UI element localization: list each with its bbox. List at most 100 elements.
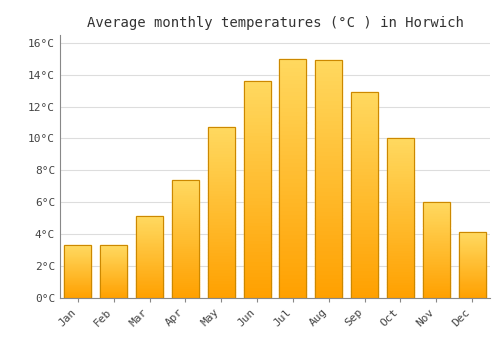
Bar [351, 260, 378, 263]
Bar [387, 149, 414, 152]
Bar [64, 283, 92, 284]
Bar [387, 295, 414, 298]
Bar [280, 178, 306, 182]
Bar [458, 280, 485, 281]
Bar [423, 236, 450, 237]
Bar [244, 287, 270, 290]
Bar [100, 287, 127, 288]
Bar [208, 178, 234, 181]
Bar [387, 162, 414, 165]
Bar [172, 272, 199, 274]
Bar [316, 68, 342, 72]
Bar [316, 234, 342, 238]
Bar [316, 218, 342, 223]
Bar [280, 99, 306, 103]
Bar [280, 198, 306, 202]
Bar [280, 71, 306, 75]
Bar [208, 159, 234, 161]
Bar [351, 185, 378, 188]
Bar [387, 146, 414, 149]
Bar [423, 291, 450, 293]
Bar [208, 150, 234, 153]
Bar [458, 294, 485, 295]
Bar [172, 221, 199, 223]
Bar [100, 267, 127, 268]
Bar [244, 114, 270, 117]
Bar [280, 202, 306, 206]
Bar [280, 119, 306, 122]
Bar [100, 248, 127, 249]
Bar [208, 295, 234, 298]
Bar [136, 257, 163, 258]
Bar [280, 194, 306, 198]
Bar [172, 215, 199, 217]
Bar [244, 189, 270, 193]
Bar [316, 84, 342, 88]
Bar [100, 276, 127, 277]
Bar [316, 246, 342, 250]
Bar [458, 277, 485, 278]
Bar [136, 239, 163, 241]
Bar [458, 261, 485, 263]
Bar [244, 283, 270, 287]
Bar [423, 251, 450, 253]
Bar [64, 285, 92, 286]
Bar [316, 124, 342, 128]
Bar [64, 247, 92, 248]
Bar [351, 171, 378, 174]
Bar [244, 168, 270, 171]
Bar [172, 190, 199, 191]
Bar [64, 278, 92, 279]
Bar [100, 290, 127, 291]
Bar [172, 195, 199, 197]
Bar [136, 218, 163, 219]
Bar [423, 228, 450, 229]
Bar [64, 254, 92, 255]
Bar [136, 274, 163, 276]
Bar [316, 175, 342, 179]
Bar [316, 171, 342, 175]
Bar [387, 266, 414, 268]
Bar [458, 295, 485, 296]
Bar [387, 183, 414, 186]
Bar [316, 128, 342, 132]
Bar [458, 288, 485, 289]
Bar [458, 238, 485, 239]
Bar [100, 277, 127, 278]
Bar [351, 253, 378, 257]
Bar [244, 265, 270, 269]
Bar [351, 116, 378, 120]
Bar [458, 290, 485, 291]
Bar [351, 229, 378, 232]
Bar [136, 279, 163, 280]
Bar [172, 229, 199, 231]
Bar [244, 247, 270, 251]
Bar [64, 279, 92, 280]
Bar [458, 255, 485, 256]
Bar [136, 253, 163, 254]
Bar [208, 255, 234, 258]
Bar [387, 229, 414, 231]
Bar [316, 274, 342, 278]
Bar [64, 245, 92, 246]
Bar [244, 182, 270, 186]
Bar [387, 268, 414, 271]
Bar [316, 155, 342, 159]
Bar [280, 182, 306, 186]
Bar [280, 226, 306, 230]
Bar [316, 238, 342, 242]
Bar [244, 269, 270, 272]
Bar [458, 266, 485, 267]
Bar [100, 289, 127, 290]
Bar [387, 282, 414, 284]
Bar [423, 213, 450, 215]
Bar [280, 83, 306, 87]
Bar [423, 223, 450, 224]
Bar [208, 272, 234, 275]
Bar [64, 291, 92, 292]
Bar [316, 61, 342, 298]
Bar [244, 240, 270, 243]
Bar [172, 186, 199, 188]
Bar [423, 212, 450, 213]
Bar [351, 246, 378, 250]
